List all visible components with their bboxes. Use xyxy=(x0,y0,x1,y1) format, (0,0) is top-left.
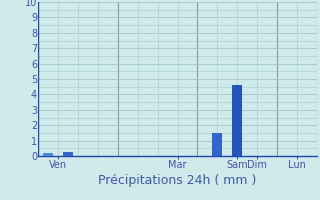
Bar xyxy=(63,152,73,156)
Bar xyxy=(212,133,222,156)
Bar xyxy=(232,85,242,156)
X-axis label: Précipitations 24h ( mm ): Précipitations 24h ( mm ) xyxy=(99,174,257,187)
Bar xyxy=(44,153,53,156)
